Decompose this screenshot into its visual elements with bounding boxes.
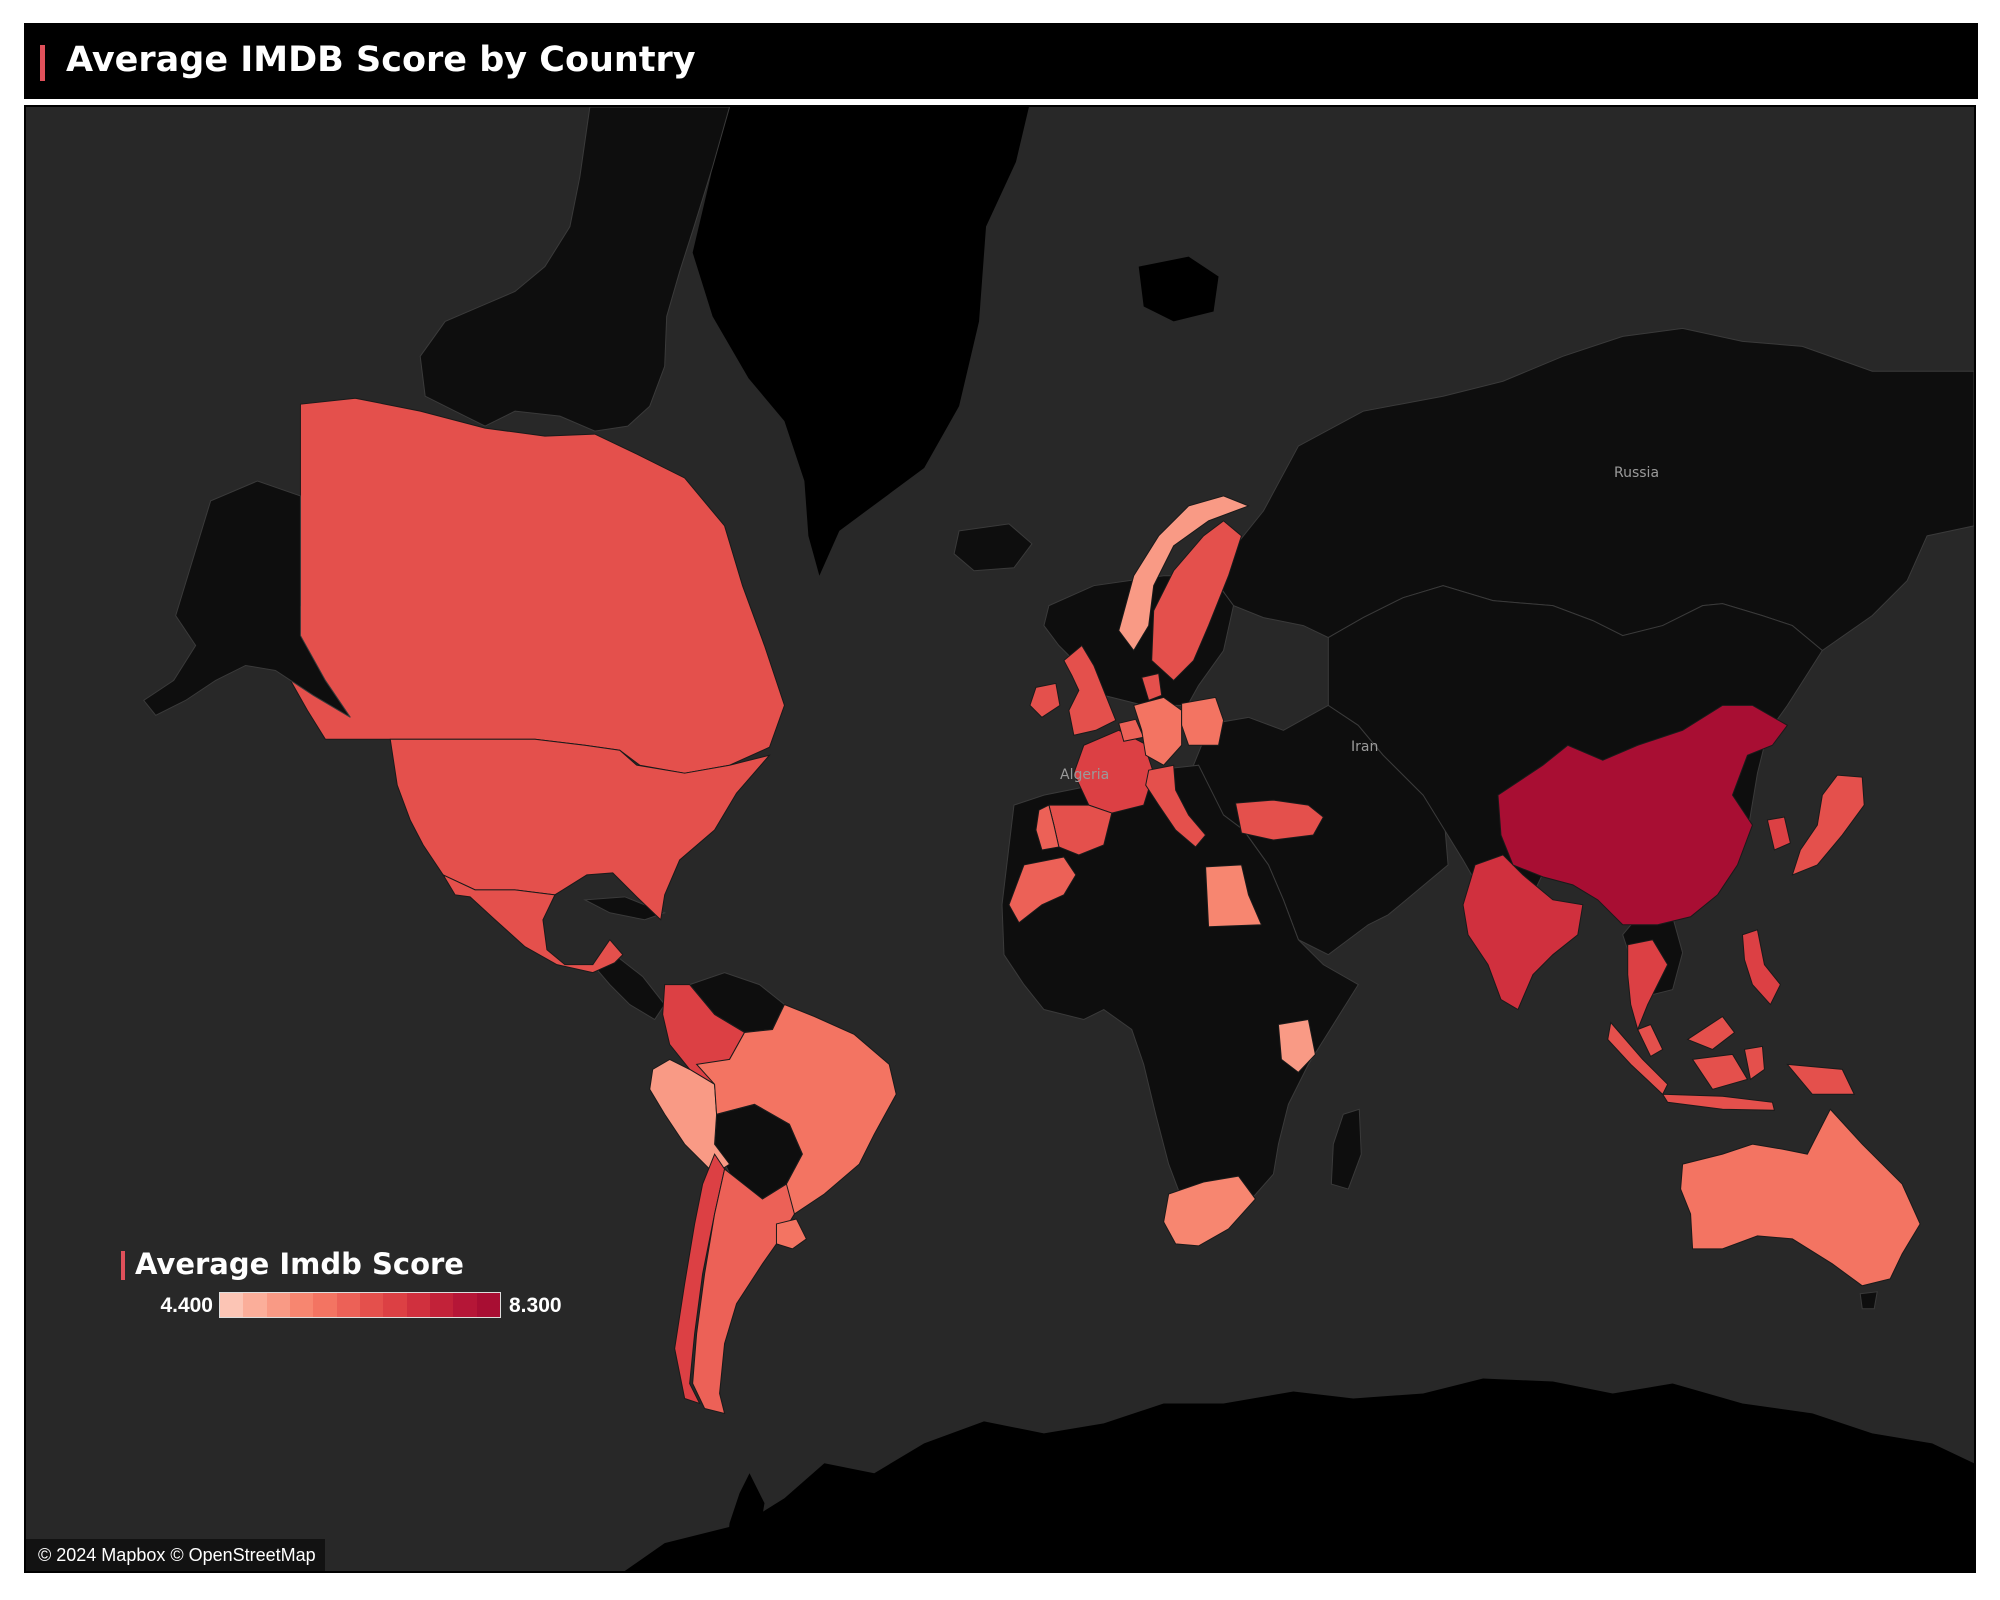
region-united-kingdom[interactable] bbox=[1063, 644, 1117, 736]
region-germany[interactable] bbox=[1133, 696, 1183, 766]
region-turkey[interactable] bbox=[1234, 799, 1324, 841]
legend-swatch-8 bbox=[383, 1293, 407, 1317]
region-indonesia[interactable] bbox=[1607, 1021, 1856, 1111]
region-iceland[interactable] bbox=[953, 523, 1033, 572]
region-svalbard[interactable] bbox=[1138, 256, 1219, 322]
region-greenland[interactable] bbox=[692, 107, 1029, 576]
legend-swatch-10 bbox=[429, 1293, 454, 1317]
legend-swatch-11 bbox=[453, 1293, 477, 1317]
legend-swatch-9 bbox=[406, 1293, 430, 1317]
region-thailand[interactable] bbox=[1627, 939, 1669, 1032]
region-africa[interactable] bbox=[1001, 764, 1359, 1225]
region-poland[interactable] bbox=[1181, 696, 1225, 746]
map-label-russia: Russia bbox=[1614, 465, 1660, 481]
region-madagascar[interactable] bbox=[1330, 1108, 1362, 1190]
region-italy[interactable] bbox=[1145, 764, 1207, 848]
map-attribution[interactable]: © 2024 Mapbox © OpenStreetMap bbox=[26, 1539, 325, 1571]
region-malaysia[interactable] bbox=[1637, 1015, 1736, 1058]
region-australia[interactable] bbox=[1680, 1108, 1921, 1287]
legend-swatch-7 bbox=[359, 1293, 384, 1317]
region-antarctic-peninsula[interactable] bbox=[724, 1473, 765, 1571]
region-tasmania[interactable] bbox=[1859, 1291, 1878, 1310]
region-japan[interactable] bbox=[1791, 774, 1865, 876]
region-egypt[interactable] bbox=[1205, 864, 1263, 928]
legend-color-scale bbox=[219, 1292, 501, 1318]
region-denmark[interactable] bbox=[1141, 672, 1163, 702]
region-mexico[interactable] bbox=[441, 873, 624, 974]
legend-max-label: 8.300 bbox=[509, 1294, 562, 1317]
map-label-algeria: Algeria bbox=[1060, 767, 1110, 783]
map-panel[interactable]: Russia Algeria Iran Average Imdb Score 4… bbox=[24, 105, 1976, 1573]
legend-min-label: 4.400 bbox=[160, 1294, 213, 1317]
region-kenya[interactable] bbox=[1277, 1018, 1316, 1074]
region-philippines[interactable] bbox=[1741, 929, 1781, 1006]
page-title: Average IMDB Score by Country bbox=[66, 40, 696, 80]
region-canada-arctic[interactable] bbox=[419, 107, 731, 432]
region-portugal[interactable] bbox=[1035, 804, 1060, 851]
region-brazil[interactable] bbox=[695, 1003, 897, 1245]
region-sweden[interactable] bbox=[1151, 520, 1243, 682]
region-peru[interactable] bbox=[649, 1058, 731, 1175]
region-south-africa[interactable] bbox=[1163, 1175, 1257, 1247]
legend-swatch-2 bbox=[243, 1293, 267, 1317]
region-antarctica[interactable] bbox=[624, 1378, 1974, 1571]
title-accent-bar bbox=[40, 45, 45, 81]
legend-swatch-3 bbox=[266, 1293, 290, 1317]
world-map[interactable] bbox=[26, 107, 1974, 1571]
region-alaska[interactable] bbox=[143, 480, 351, 718]
legend-title: Average Imdb Score bbox=[135, 1247, 464, 1281]
region-cuba[interactable] bbox=[583, 896, 667, 921]
legend-swatch-5 bbox=[313, 1293, 337, 1317]
map-label-iran: Iran bbox=[1351, 739, 1379, 755]
legend-swatch-4 bbox=[289, 1293, 314, 1317]
title-bar: Average IMDB Score by Country bbox=[24, 23, 1978, 99]
region-argentina[interactable] bbox=[692, 1168, 795, 1415]
color-legend: Average Imdb Score 4.400 8.300 bbox=[121, 1242, 581, 1322]
region-south-korea[interactable] bbox=[1766, 816, 1791, 851]
region-china[interactable] bbox=[1497, 704, 1789, 926]
legend-accent-bar bbox=[121, 1251, 125, 1280]
region-india[interactable] bbox=[1462, 854, 1584, 1011]
region-morocco[interactable] bbox=[1008, 856, 1077, 924]
legend-swatch-12 bbox=[476, 1293, 500, 1317]
region-ireland[interactable] bbox=[1029, 682, 1061, 718]
legend-swatch-1 bbox=[220, 1293, 244, 1317]
region-norway[interactable] bbox=[1118, 495, 1250, 652]
region-uruguay[interactable] bbox=[775, 1218, 808, 1250]
legend-swatch-6 bbox=[336, 1293, 360, 1317]
